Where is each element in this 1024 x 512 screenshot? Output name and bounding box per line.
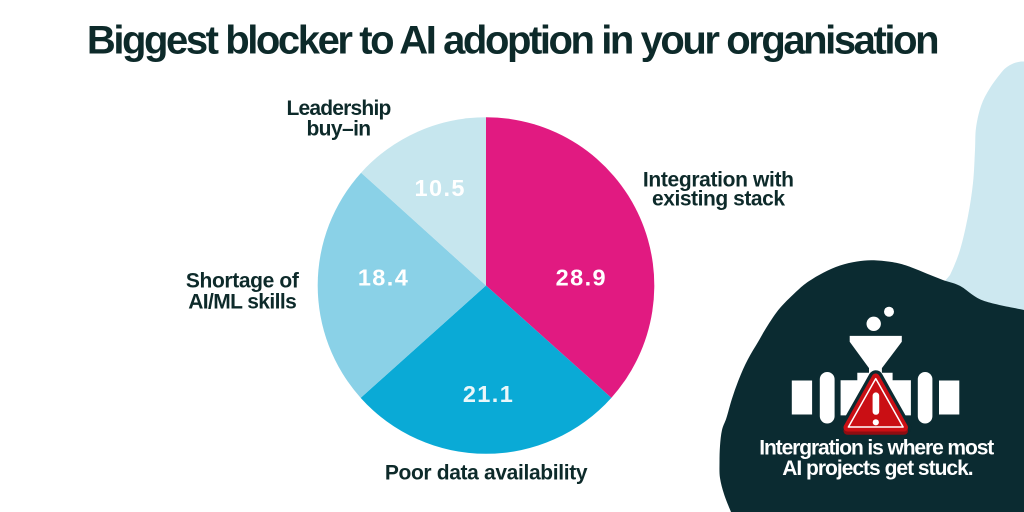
svg-text:AI projects get stuck.: AI projects get stuck. [782, 457, 973, 480]
svg-text:Biggest blocker to AI adoption: Biggest blocker to AI adoption in your o… [87, 19, 937, 63]
svg-text:AI/ML skills: AI/ML skills [188, 291, 296, 314]
svg-text:28.9: 28.9 [556, 265, 607, 291]
svg-text:buy–in: buy–in [306, 118, 370, 141]
svg-text:Poor data availability: Poor data availability [385, 462, 588, 485]
svg-text:existing stack: existing stack [652, 187, 785, 210]
svg-text:21.1: 21.1 [463, 381, 514, 407]
svg-text:10.5: 10.5 [415, 175, 466, 201]
svg-text:Integration with: Integration with [643, 168, 794, 191]
svg-text:18.4: 18.4 [358, 265, 409, 291]
svg-text:Leadership: Leadership [286, 97, 390, 120]
svg-text:Shortage of: Shortage of [186, 269, 300, 292]
svg-text:Intergration is where most: Intergration is where most [759, 436, 994, 459]
